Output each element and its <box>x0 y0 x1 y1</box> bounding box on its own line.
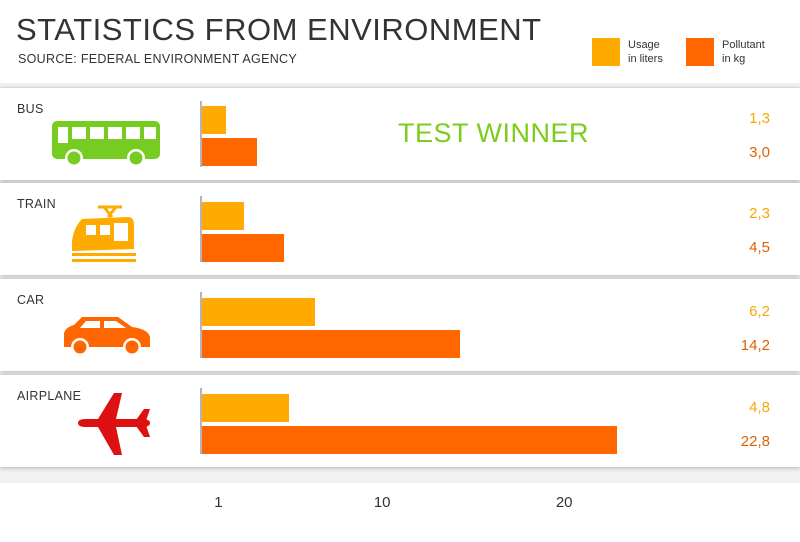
x-tick-label: 1 <box>214 494 223 511</box>
category-label: CAR <box>17 293 45 307</box>
airplane-icon <box>78 393 150 455</box>
legend-usage-label-1: Usage <box>628 39 660 51</box>
train-icon <box>72 205 136 262</box>
value-pollutant-car: 14,2 <box>740 337 770 354</box>
row-airplane: AIRPLANE 4,8 22,8 <box>0 375 800 467</box>
value-pollutant-bus: 3,0 <box>749 144 770 161</box>
bar-usage-car <box>202 298 315 326</box>
subtitle: SOURCE: FEDERAL ENVIRONMENT AGENCY <box>18 52 297 66</box>
bar-baseline <box>200 292 202 358</box>
value-usage-bus: 1,3 <box>749 110 770 127</box>
row-train: TRAIN 2,3 4,5 <box>0 183 800 275</box>
category-label: BUS <box>17 102 44 116</box>
bar-baseline <box>200 388 202 454</box>
value-usage-train: 2,3 <box>749 205 770 222</box>
legend-pollutant-label-1: Pollutant <box>722 39 765 51</box>
legend-usage-swatch <box>592 38 620 66</box>
legend-pollutant-swatch <box>686 38 714 66</box>
bus-icon <box>52 121 160 167</box>
value-usage-airplane: 4,8 <box>749 399 770 416</box>
value-pollutant-airplane: 22,8 <box>740 433 770 450</box>
bar-pollutant-airplane <box>202 426 617 454</box>
legend-pollutant-label-2: in kg <box>722 53 746 65</box>
bar-baseline <box>200 196 202 262</box>
bar-usage-train <box>202 202 244 230</box>
bar-usage-airplane <box>202 394 290 422</box>
test-winner-label: TEST WINNER <box>398 118 590 148</box>
title: STATISTICS FROM ENVIRONMENT <box>16 12 542 47</box>
x-tick-label: 10 <box>373 494 391 511</box>
bar-pollutant-car <box>202 330 461 358</box>
bar-pollutant-train <box>202 234 284 262</box>
value-usage-car: 6,2 <box>749 303 770 320</box>
legend-usage: Usage in liters <box>592 38 688 66</box>
bar-baseline <box>200 101 202 167</box>
row-car: CAR 6,2 14,2 <box>0 279 800 371</box>
value-pollutant-train: 4,5 <box>749 239 770 256</box>
row-bus: BUS 1,3 3,0 <box>0 88 800 180</box>
legend-pollutant: Pollutant in kg <box>686 38 782 66</box>
category-label: AIRPLANE <box>17 389 82 403</box>
bar-pollutant-bus <box>202 138 257 166</box>
category-label: TRAIN <box>17 197 56 211</box>
legend-usage-label-2: in liters <box>628 53 663 65</box>
x-tick-label: 20 <box>555 494 573 511</box>
bar-usage-bus <box>202 106 226 134</box>
car-icon <box>64 317 150 356</box>
